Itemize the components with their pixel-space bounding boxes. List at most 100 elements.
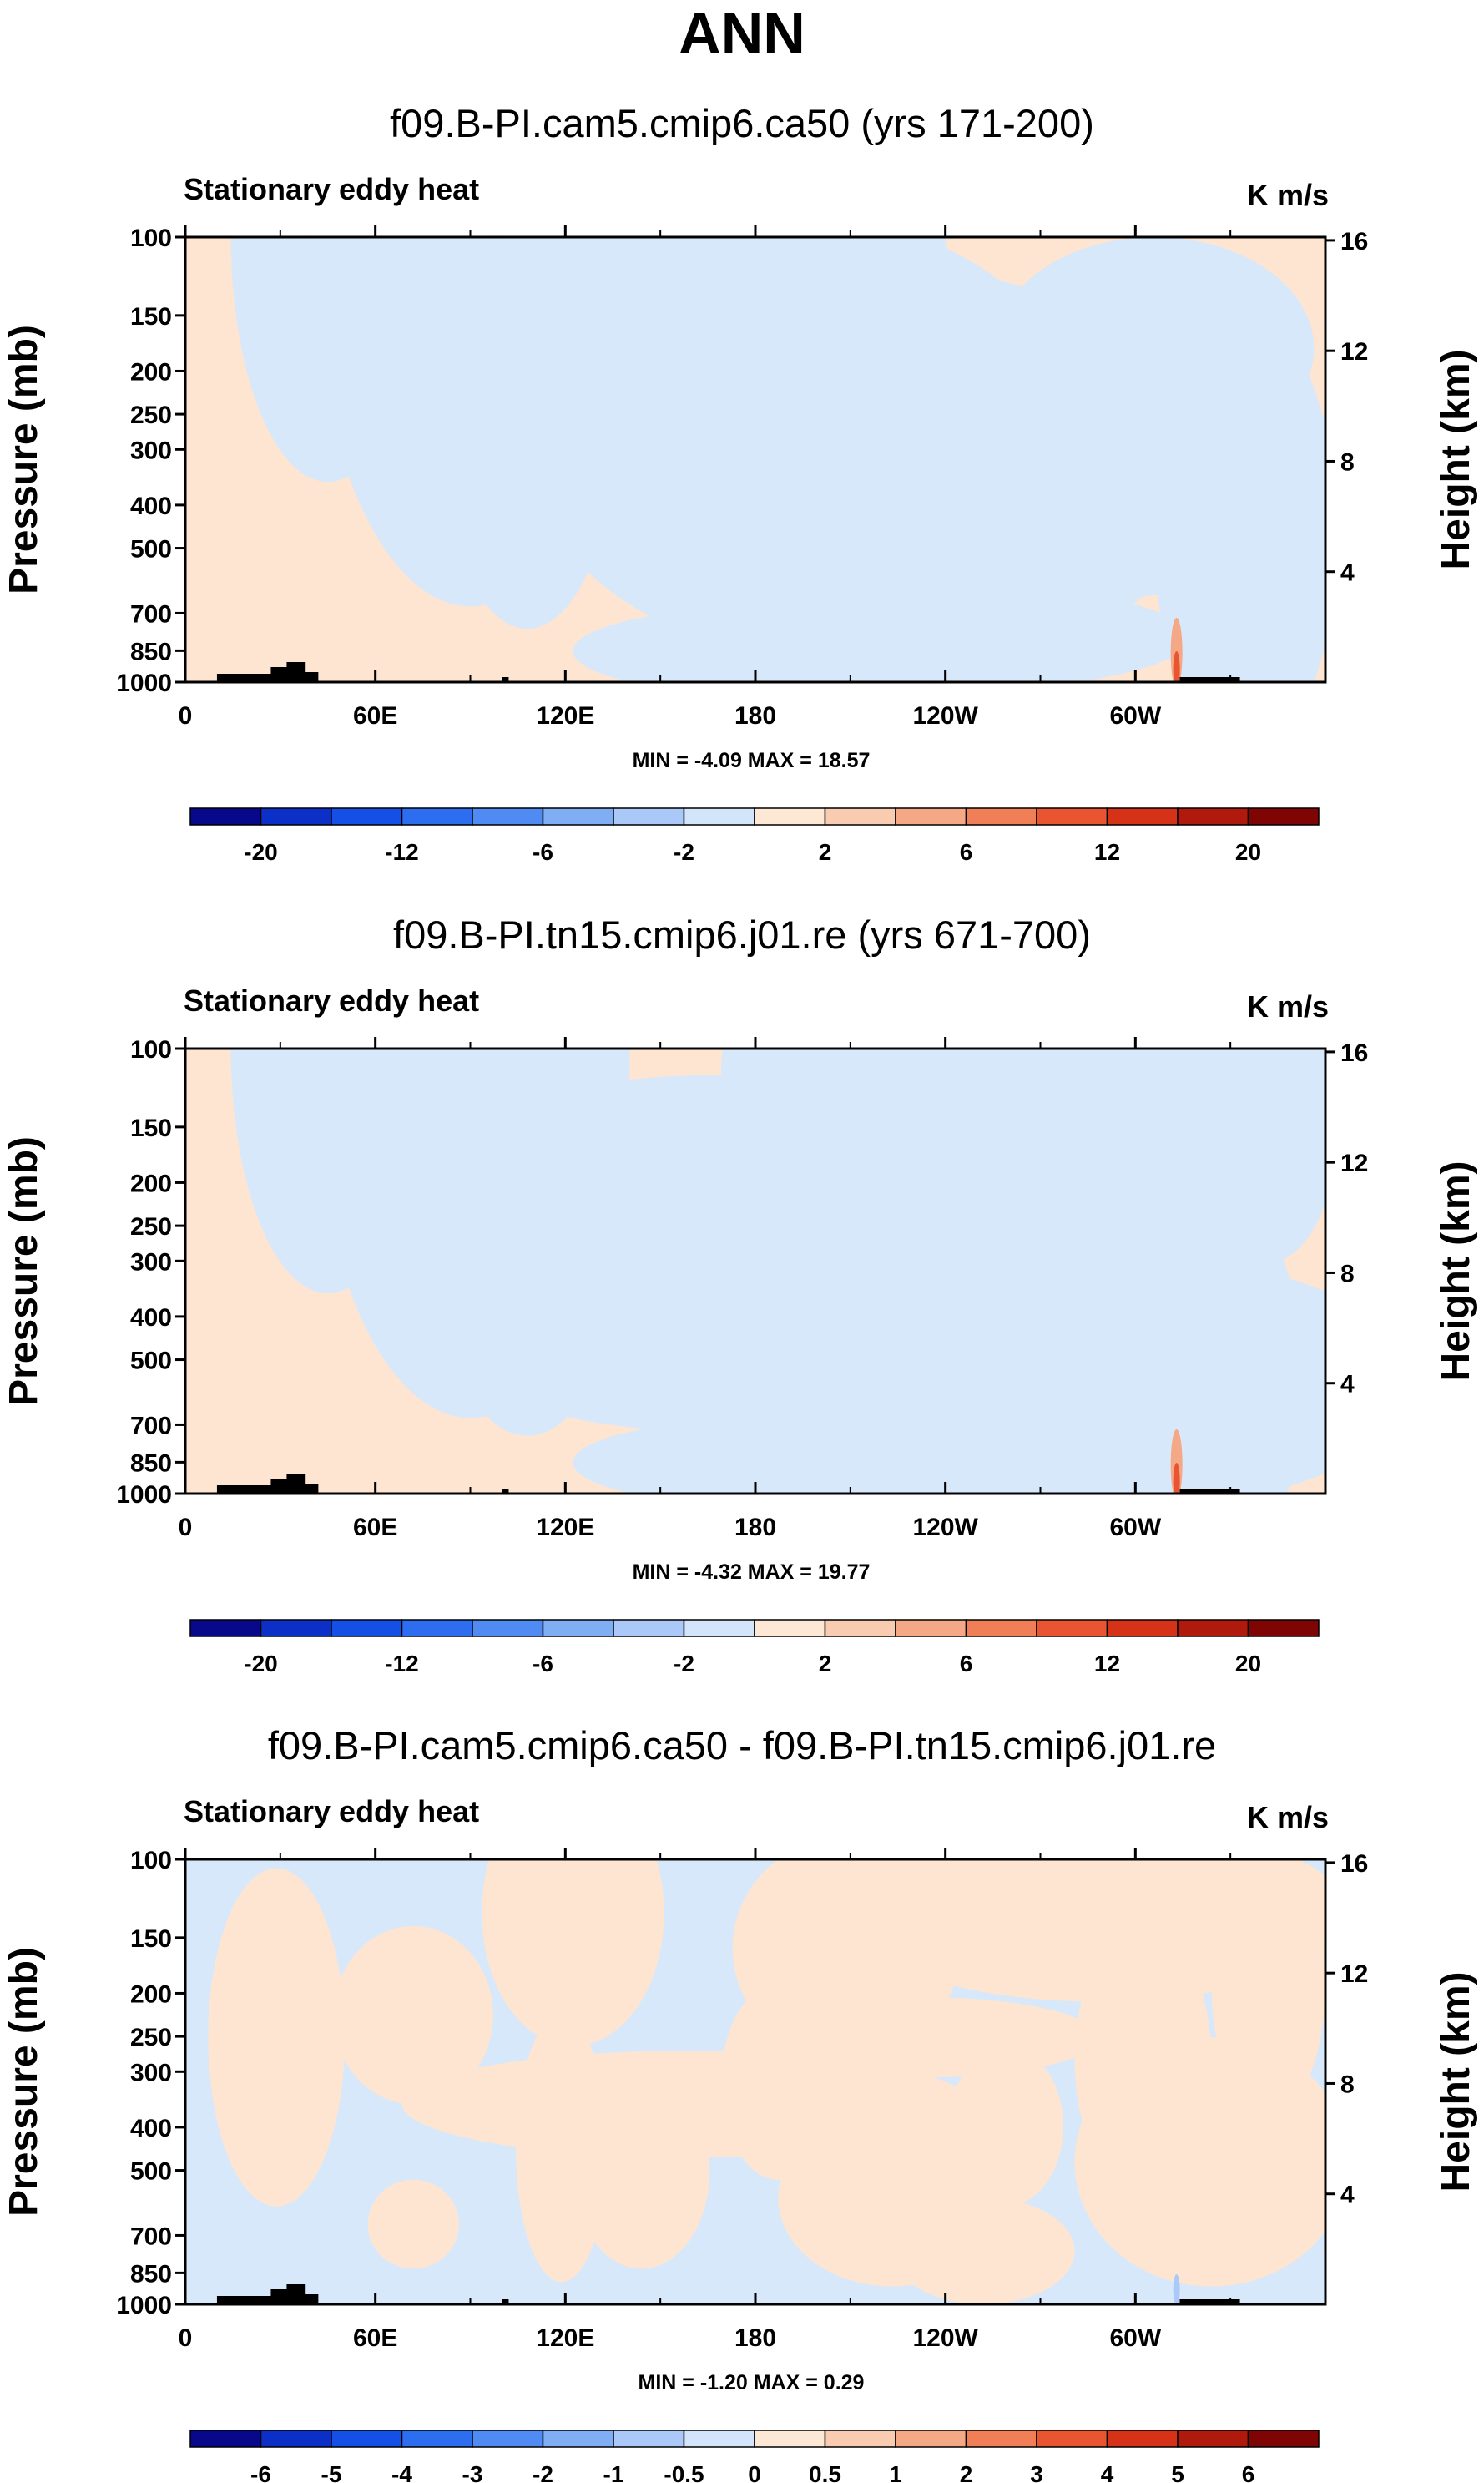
colorbar-swatch [683,1619,755,1637]
colorbar-label: 0 [748,2461,761,2483]
colorbar-swatch [613,2430,685,2448]
colorbar-label: -0.5 [664,2461,704,2483]
colorbar-swatch [1036,1619,1108,1637]
y-tick-label: 150 [130,1925,172,1953]
colorbar-swatch [401,807,473,826]
anomaly-core [1173,651,1180,682]
x-tick-label: 60E [353,1514,397,1541]
colorbar-label: 6 [1242,2461,1255,2483]
colorbar-label: 2 [819,839,832,865]
x-tick-label: 120E [536,2324,594,2352]
y-right-tick-label: 12 [1340,1960,1368,1988]
colorbar-label: -6 [533,839,553,865]
y-tick-label: 250 [130,2024,172,2051]
colorbar-swatch [895,1619,967,1637]
colorbar-label: 2 [819,1651,832,1676]
colorbar-label: 6 [960,1651,973,1676]
field-region [367,2179,459,2269]
x-tick-label: 120E [536,1514,594,1541]
field-region [333,1925,493,2105]
colorbar-swatch [754,2430,826,2448]
colorbar-swatch [895,807,967,826]
anomaly-core [1173,1463,1180,1494]
colorbar-label: 20 [1235,1651,1261,1676]
y-tick-label: 850 [130,2260,172,2288]
topography-andes [1179,1489,1240,1494]
field-region [573,1418,984,1494]
x-tick-label: 120W [912,702,978,730]
y-tick-label: 1000 [116,2292,172,2319]
y-right-tick-label: 16 [1340,1850,1368,1878]
colorbar-swatch [824,2430,896,2448]
colorbar-label: -6 [533,1651,553,1676]
y-tick-label: 150 [130,1115,172,1142]
min-max-stats: MIN = -4.32 MAX = 19.77 [633,1560,871,1584]
y-tick-label: 150 [130,303,172,331]
colorbar-label: 12 [1094,839,1120,865]
topography-peak [502,2299,509,2304]
topography-africa [216,1474,319,1494]
field-region [1120,1181,1303,1494]
x-tick-label: 120W [912,2324,978,2352]
y-right-axis-label: Height (km) [1434,350,1478,570]
colorbar-label: -1 [603,2461,624,2483]
colorbar-label: 5 [1171,2461,1184,2483]
colorbar-swatch [331,1619,403,1637]
colorbar-swatch [1106,807,1179,826]
colorbar-swatch [965,1619,1037,1637]
colorbar-swatch [472,807,544,826]
colorbar-swatch [260,2430,332,2448]
colorbar-label: -2 [674,839,694,865]
colorbar-swatch [965,2430,1037,2448]
colorbar-swatch [895,2430,967,2448]
y-right-tick-label: 4 [1340,2182,1355,2209]
colorbar-swatch [260,1619,332,1637]
colorbar-swatch [1247,807,1320,826]
chart-svg-3: f09.B-PI.cam5.cmip6.ca50 - f09.B-PI.tn15… [2,1723,1478,2483]
colorbar-label: 3 [1030,2461,1043,2483]
colorbar-swatch [401,2430,473,2448]
colorbar-swatch [472,1619,544,1637]
min-max-stats: MIN = -4.09 MAX = 18.57 [633,749,871,772]
y-tick-label: 300 [130,437,172,464]
y-tick-label: 250 [130,402,172,429]
colorbar-label: 1 [889,2461,902,2483]
field-region [1211,1859,1325,2118]
y-tick-label: 500 [130,1348,172,1375]
colorbar-swatch [1247,2430,1320,2448]
y-tick-label: 100 [130,225,172,252]
right-label: K m/s [1247,989,1329,1024]
y-right-tick-label: 16 [1340,228,1368,255]
right-label: K m/s [1247,1800,1329,1834]
left-label: Stationary eddy heat [184,984,479,1018]
y-tick-label: 300 [130,2059,172,2086]
y-tick-label: 700 [130,2223,172,2250]
colorbar-swatch [331,807,403,826]
colorbar-label: 4 [1101,2461,1114,2483]
y-right-tick-label: 8 [1340,2071,1355,2098]
colorbar-swatch [401,1619,473,1637]
colorbar-label: -6 [250,2461,271,2483]
field-area [185,1049,1325,1494]
x-tick-label: 120W [912,1514,978,1541]
y-right-tick-label: 16 [1340,1039,1368,1067]
colorbar-label: -3 [462,2461,483,2483]
y-tick-label: 400 [130,493,172,520]
colorbar-label: -20 [244,839,277,865]
field-region [573,606,984,682]
colorbar-swatch [683,807,755,826]
x-tick-label: 120E [536,702,594,730]
y-tick-label: 1000 [116,670,172,697]
colorbar-swatch [542,1619,614,1637]
colorbar-swatch [1247,1619,1320,1637]
colorbar-label: -2 [674,1651,694,1676]
colorbar-swatch [683,2430,755,2448]
y-tick-label: 850 [130,638,172,665]
x-tick-label: 0 [179,702,193,730]
colorbar-label: 12 [1094,1651,1120,1676]
panel-title: f09.B-PI.tn15.cmip6.j01.re (yrs 671-700) [393,913,1091,957]
colorbar-swatch [824,1619,896,1637]
field-region [482,1859,664,2046]
y-tick-label: 850 [130,1449,172,1477]
colorbar-swatch [1177,2430,1249,2448]
